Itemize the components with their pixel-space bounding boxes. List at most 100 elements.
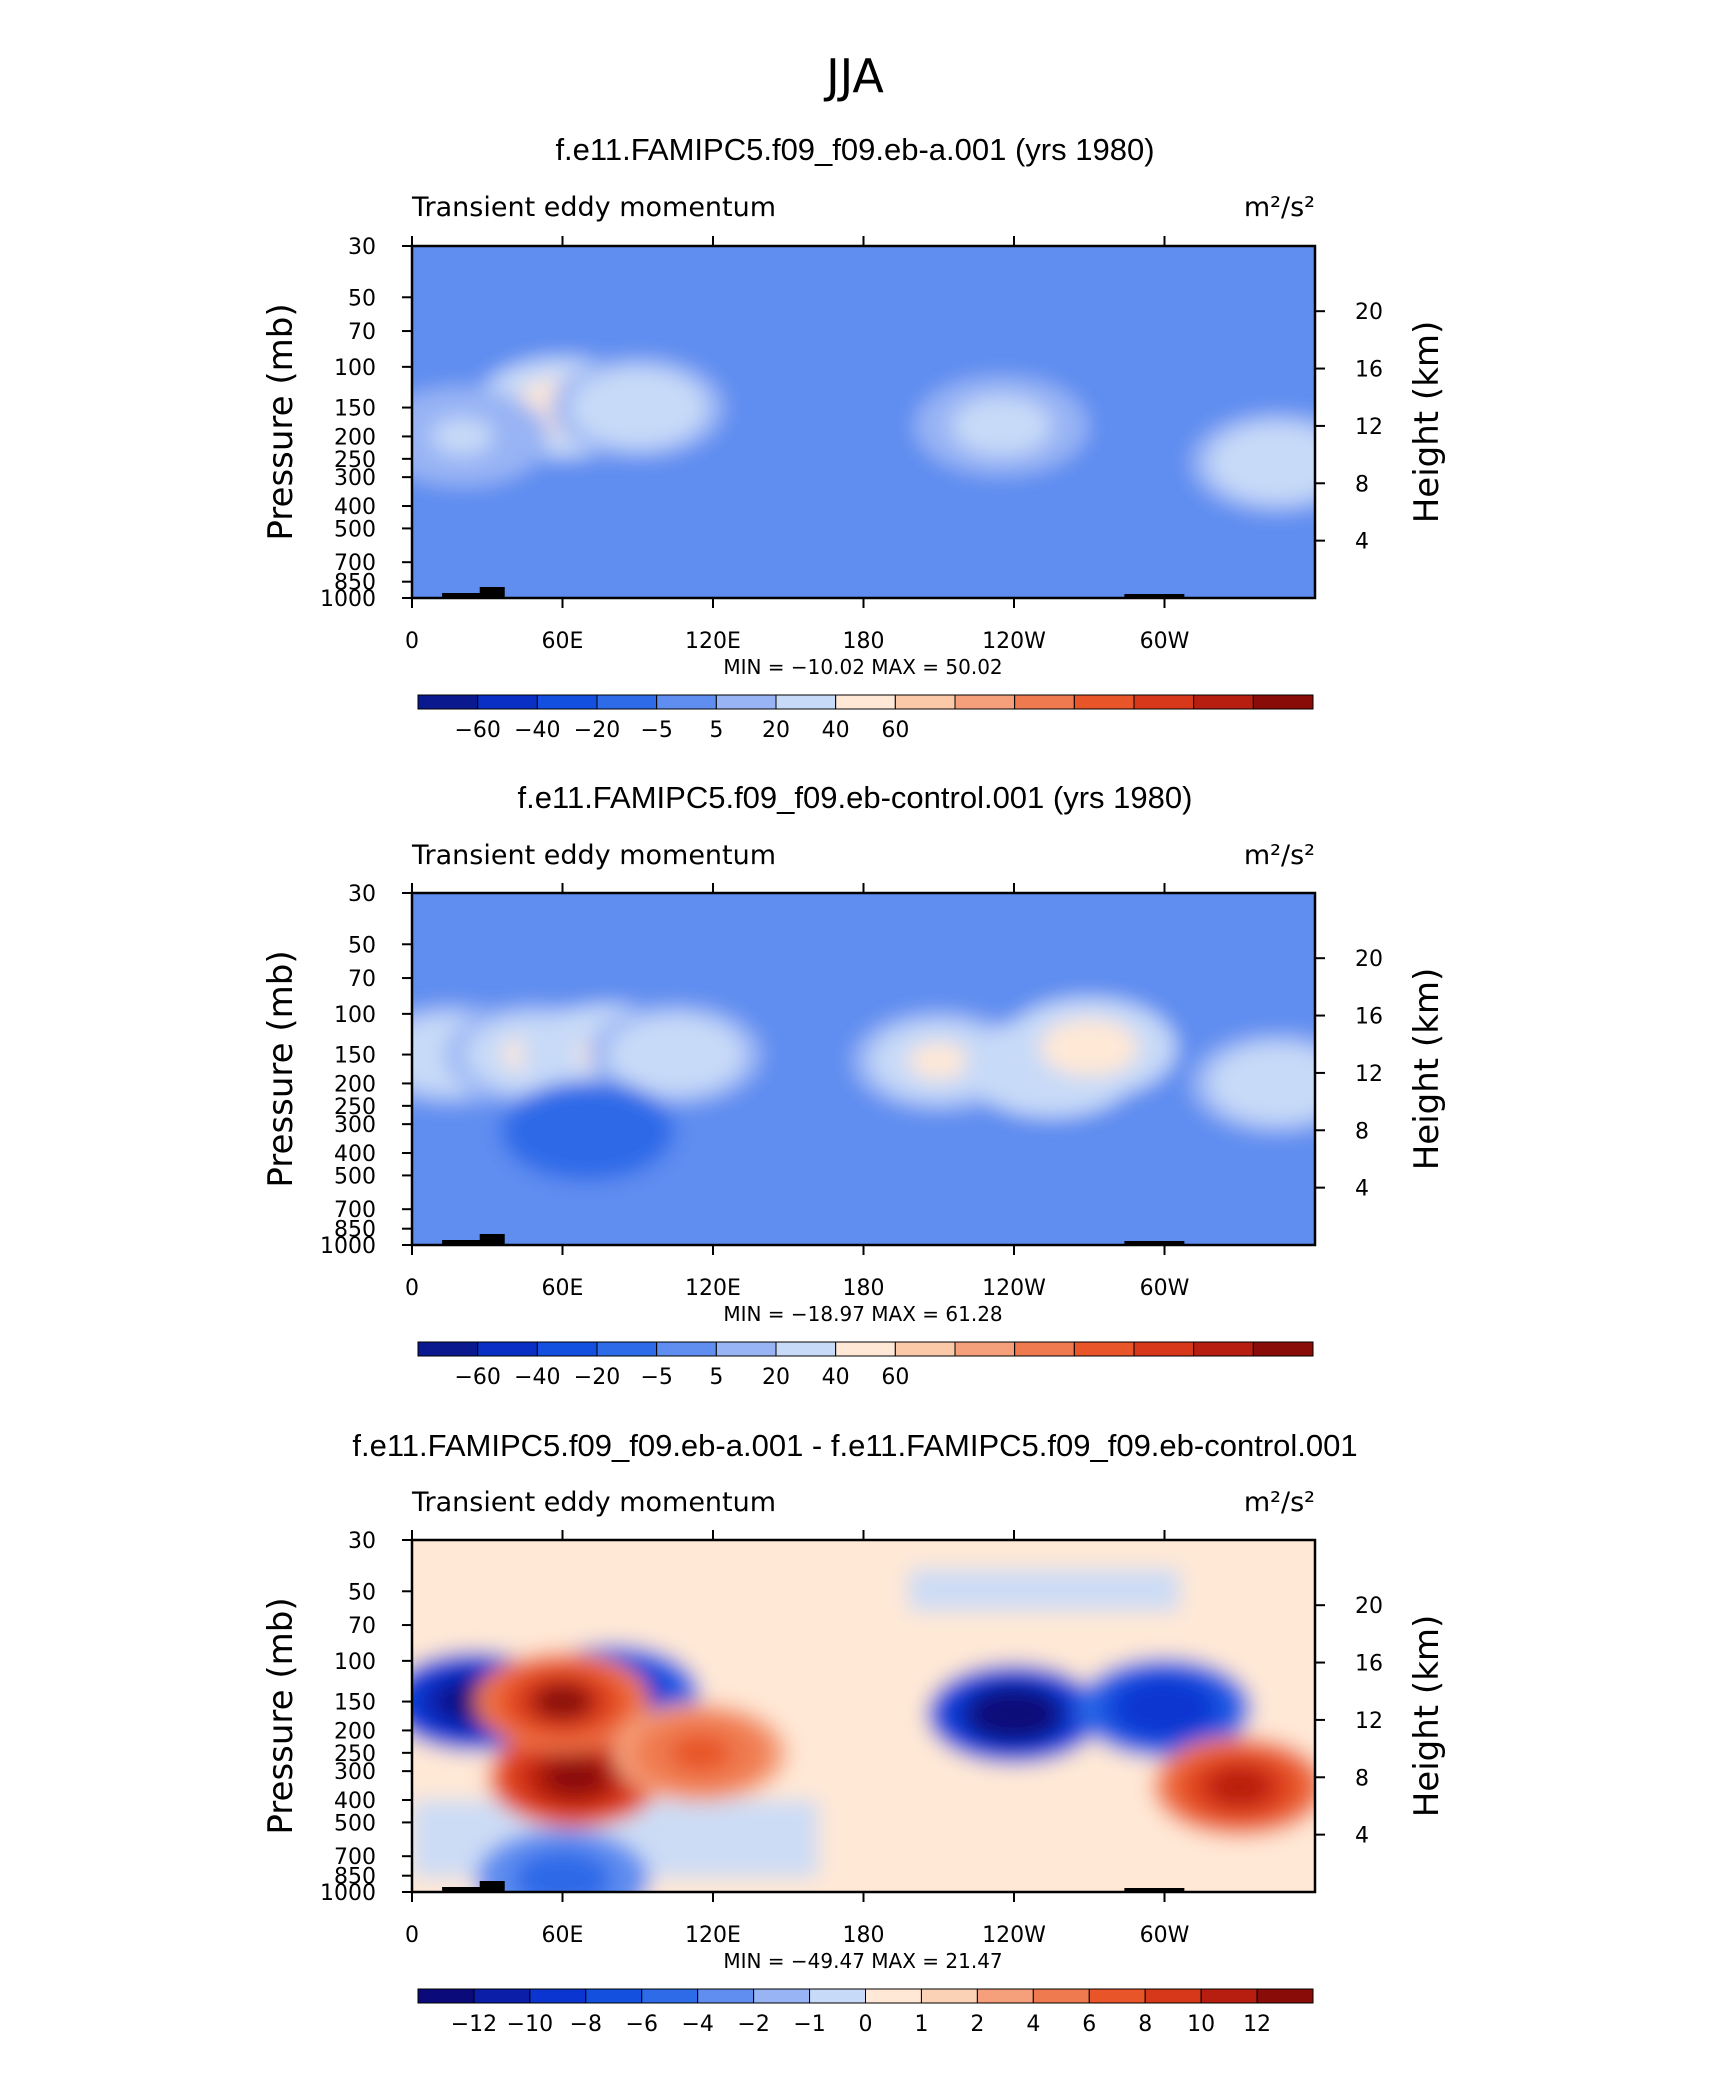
panel-3-xtick-label-120E: 120E [685, 1923, 741, 1948]
panel-2-colorbar-label-4: −5 [640, 1365, 672, 1390]
panel-3-colorbar-swatch-13 [1088, 1988, 1146, 2004]
panel-3-colorbar-swatch-8 [809, 1988, 866, 2004]
panel-2-colorbar-swatch-11 [1014, 1341, 1075, 1357]
panel-2: f.e11.FAMIPC5.f09_f09.eb-control.001 (yr… [261, 780, 1447, 1390]
panel-1-colorbar-swatch-14 [1193, 694, 1254, 710]
panel-1-band-low [412, 506, 819, 584]
panel-3: f.e11.FAMIPC5.f09_f09.eb-a.001 - f.e11.F… [261, 1428, 1447, 2037]
panel-1-ytick-label-700: 700 [334, 551, 376, 576]
panel-1-colorbar-swatch-5 [656, 694, 717, 710]
panel-3-ytick-right-label-16: 16 [1355, 1652, 1383, 1677]
panel-2-left-string: Transient eddy momentum [411, 840, 776, 871]
panel-1-colorbar-label-2: −40 [514, 718, 560, 743]
panel-2-terrain-tibet [479, 1234, 505, 1245]
panel-2-colorbar-swatch-4 [596, 1341, 658, 1357]
panel-3-field [412, 1540, 1315, 1892]
panel-1-colorbar-label-7: 40 [822, 718, 850, 743]
panel-3-jet-6-level-4 [1209, 1768, 1271, 1806]
panel-1-ytick-label-850: 850 [334, 571, 376, 596]
panel-2-colorbar-swatch-12 [1073, 1341, 1135, 1357]
panel-2-ytick-label-150: 150 [334, 1044, 376, 1069]
panel-1-field [412, 246, 1315, 598]
panel-1-colorbar-label-4: −5 [640, 718, 672, 743]
panel-2-jet-9-level-4 [556, 1112, 619, 1150]
panel-1-stats: MIN = −10.02 MAX = 50.02 [723, 655, 1002, 679]
panel-1-ytick-label-70: 70 [348, 320, 376, 345]
panel-2-terrain [442, 1234, 1185, 1245]
panel-2-ytick-label-30: 30 [348, 882, 376, 907]
panel-3-terrain-tibet [479, 1881, 505, 1892]
panel-3-colorbar-swatch-12 [1032, 1988, 1090, 2004]
panel-1-terrain-tibet [479, 587, 505, 598]
panel-3-colorbar-swatch-4 [585, 1988, 643, 2004]
panel-1-colorbar-swatch-13 [1133, 694, 1195, 710]
panel-2-colorbar-swatch-3 [536, 1341, 598, 1357]
panel-2-colorbar-swatch-15 [1252, 1341, 1314, 1357]
panel-2-ytick-label-70: 70 [348, 967, 376, 992]
panel-2-jet-4-level-4 [644, 1036, 707, 1074]
panel-3-jet-3-level-4 [983, 1695, 1045, 1733]
panel-2-colorbar-swatch-14 [1193, 1341, 1254, 1357]
panel-1-ytick-right-label-4: 4 [1355, 530, 1369, 555]
panel-2-colorbar-label-6: 20 [762, 1365, 790, 1390]
panel-1-band-high [908, 274, 1180, 318]
panel-2-ytick-label-200: 200 [334, 1072, 376, 1097]
panel-3-colorbar-label-2: −10 [507, 2012, 553, 2037]
panel-3-xtick-label-60W: 60W [1140, 1923, 1190, 1948]
panel-1-ytick-label-1000: 1000 [320, 587, 376, 612]
panel-3-ytick-label-70: 70 [348, 1614, 376, 1639]
panel-2-title: f.e11.FAMIPC5.f09_f09.eb-control.001 (yr… [518, 780, 1193, 815]
panel-3-colorbar-label-5: −4 [681, 2012, 713, 2037]
panel-3-colorbar-swatch-3 [529, 1988, 587, 2004]
panel-3-ytick-label-400: 400 [334, 1789, 376, 1814]
panel-1-xtick-label-0: 0 [405, 629, 419, 654]
panel-3-ytick-label-200: 200 [334, 1719, 376, 1744]
panel-1-colorbar: −60 −40 −20 −5 5 20 40 60 [417, 694, 1314, 743]
panel-1-colorbar-swatch-2 [477, 694, 538, 710]
panel-3-colorbar-label-7: −1 [793, 2012, 825, 2037]
panel-3-jet-5-level-4 [544, 1759, 606, 1797]
panel-1-xtick-label-60E: 60E [542, 629, 584, 654]
panel-3-ytick-right-label-8: 8 [1355, 1766, 1369, 1791]
panel-3-colorbar-swatch-9 [865, 1988, 922, 2004]
panel-3-terrain-asia [442, 1887, 493, 1892]
panel-2-xtick-label-60W: 60W [1140, 1276, 1190, 1301]
panel-2-ytick-right-label-16: 16 [1355, 1005, 1383, 1030]
panel-3-ytick-label-700: 700 [334, 1845, 376, 1870]
panel-3-ylabel: Pressure (mb) [261, 1597, 301, 1834]
panel-1-plot [412, 246, 1315, 598]
panel-2-ytick-label-500: 500 [334, 1164, 376, 1189]
panel-3-colorbar-label-1: −12 [451, 2012, 497, 2037]
panel-3-colorbar-swatch-10 [920, 1988, 978, 2004]
panel-3-ytick-label-250: 250 [334, 1742, 376, 1767]
panel-3-colorbar-label-10: 2 [970, 2012, 984, 2037]
panel-1-colorbar-swatch-10 [954, 694, 1016, 710]
panel-2-ylabel-right: Height (km) [1407, 968, 1447, 1171]
panel-3-colorbar: −12 −10 −8 −6 −4 −2 −1 0 1 2 4 6 8 10 12 [417, 1988, 1314, 2037]
panel-1-ytick-label-100: 100 [334, 356, 376, 381]
panel-1-ytick-right-label-16: 16 [1355, 358, 1383, 383]
panel-2-ytick-label-300: 300 [334, 1113, 376, 1138]
panel-2-stats: MIN = −18.97 MAX = 61.28 [723, 1302, 1002, 1326]
panel-2-jet-5-level-4 [908, 1042, 970, 1080]
panel-3-colorbar-swatch-15 [1200, 1988, 1258, 2004]
panel-1-xtick-label-180: 180 [843, 629, 885, 654]
panel-3-colorbar-swatch-7 [753, 1988, 811, 2004]
panel-3-ytick-label-50: 50 [348, 1580, 376, 1605]
panel-3-terrain-andes [1124, 1888, 1185, 1892]
panel-3-ytick-label-850: 850 [334, 1865, 376, 1890]
panel-1-colorbar-swatch-12 [1073, 694, 1135, 710]
panel-1-colorbar-swatch-8 [835, 694, 896, 710]
panel-3-band-high [908, 1568, 1180, 1612]
panel-1-ytick-right-label-8: 8 [1355, 472, 1369, 497]
panel-3-colorbar-swatch-5 [641, 1988, 699, 2004]
panel-1-xtick-label-120W: 120W [982, 629, 1046, 654]
panel-3-left-string: Transient eddy momentum [411, 1487, 776, 1518]
panel-3-ytick-right-label-4: 4 [1355, 1824, 1369, 1849]
panel-3-colorbar-swatch-14 [1144, 1988, 1202, 2004]
panel-2-ytick-label-1000: 1000 [320, 1234, 376, 1259]
panel-2-colorbar-swatch-9 [894, 1341, 956, 1357]
panel-1-ytick-label-500: 500 [334, 517, 376, 542]
